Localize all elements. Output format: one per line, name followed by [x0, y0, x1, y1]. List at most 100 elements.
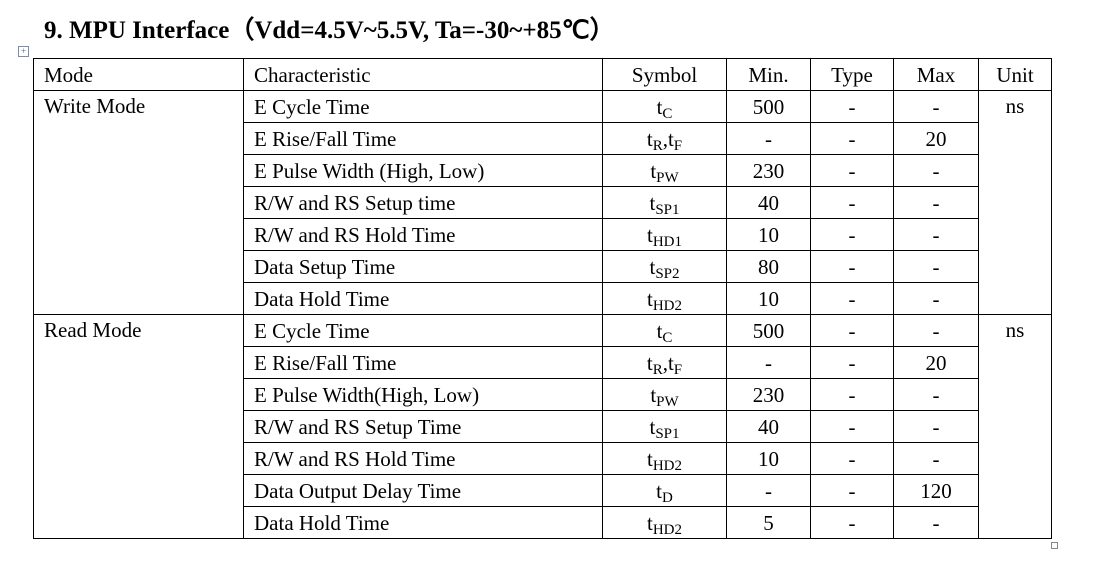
data-row: E Rise/Fall Time tR,tF - -20: [34, 346, 1052, 379]
symbol-part: PW: [656, 169, 679, 186]
type-cell: -: [810, 154, 894, 187]
type-cell: -: [810, 282, 894, 315]
symbol-cell: tHD2: [602, 282, 727, 315]
type-cell: -: [810, 122, 894, 155]
min-cell: 230: [726, 154, 811, 187]
symbol-part: ,t: [662, 126, 674, 151]
symbol-part: R: [652, 361, 663, 378]
symbol-cell: tHD1: [602, 218, 727, 251]
characteristic-cell: E Cycle Time: [243, 90, 603, 123]
mode-cell: Write Mode: [33, 90, 244, 315]
symbol-part: t: [650, 158, 657, 183]
characteristic-cell: R/W and RS Hold Time: [243, 218, 603, 251]
header-cell: Min.: [726, 58, 811, 91]
symbol-part: HD2: [652, 297, 682, 314]
header-row: Mode Characteristic Symbol Min. Type Max Unit: [33, 58, 1052, 91]
characteristic-cell: E Rise/Fall Time: [243, 122, 603, 155]
symbol-part: t: [646, 350, 653, 375]
data-row: Data Hold Time tHD2 10- -: [34, 282, 1052, 315]
symbol-part: PW: [656, 393, 679, 410]
data-row: Data Hold Time tHD2 5- -: [34, 506, 1052, 539]
symbol-part: F: [673, 361, 683, 378]
data-row: R/W and RS Hold Time tHD2 10- -: [34, 442, 1052, 475]
symbol-part: t: [646, 446, 653, 471]
min-cell: 10: [726, 218, 811, 251]
characteristic-cell: R/W and RS Hold Time: [243, 442, 603, 475]
min-cell: 10: [726, 442, 811, 475]
characteristic-cell: Data Setup Time: [243, 250, 603, 283]
symbol-cell: tSP2: [602, 250, 727, 283]
min-cell: 40: [726, 410, 811, 443]
max-cell: -: [893, 250, 979, 283]
max-cell: 20: [893, 346, 979, 379]
symbol-part: F: [673, 137, 683, 154]
symbol-part: HD2: [652, 521, 682, 538]
characteristic-cell: Data Output Delay Time: [243, 474, 603, 507]
max-cell: -: [893, 186, 979, 219]
type-cell: -: [810, 506, 894, 539]
symbol-part: t: [656, 94, 663, 119]
data-row: R/W and RS Setup time tSP1 40- -: [34, 186, 1052, 219]
min-cell: 80: [726, 250, 811, 283]
characteristic-cell: R/W and RS Setup time: [243, 186, 603, 219]
min-cell: -: [726, 122, 811, 155]
symbol-part: t: [656, 478, 662, 503]
symbol-part: ,t: [662, 350, 674, 375]
symbol-part: t: [646, 222, 653, 247]
type-cell: -: [810, 346, 894, 379]
header-cell: Type: [810, 58, 894, 91]
symbol-part: t: [646, 510, 653, 535]
symbol-cell: tR,tF: [602, 122, 727, 155]
min-cell: 500: [726, 314, 811, 347]
symbol-cell: tPW: [602, 154, 727, 187]
table-move-handle[interactable]: +: [18, 46, 29, 57]
characteristic-cell: R/W and RS Setup Time: [243, 410, 603, 443]
max-cell: -: [893, 154, 979, 187]
data-row: E Pulse Width(High, Low) tPW 230- -: [34, 378, 1052, 411]
data-row: Write Mode E Cycle Time tC 500- - ns: [33, 90, 1052, 315]
type-cell: -: [810, 378, 894, 411]
header-cell: Max: [893, 58, 979, 91]
max-cell: -: [893, 218, 979, 251]
symbol-cell: tSP1: [602, 410, 727, 443]
characteristic-cell: E Cycle Time: [243, 314, 603, 347]
max-cell: -: [893, 282, 979, 315]
data-row: Data Setup Time tSP2 80- -: [34, 250, 1052, 283]
symbol-part: D: [662, 489, 673, 506]
max-cell: 120: [893, 474, 979, 507]
data-row: R/W and RS Setup Time tSP1 40- -: [34, 410, 1052, 443]
symbol-cell: tC: [602, 314, 727, 347]
header-cell: Mode: [33, 58, 244, 91]
type-cell: -: [810, 314, 894, 347]
symbol-part: t: [656, 318, 663, 343]
section-title: 9. MPU Interface（Vdd=4.5V~5.5V, Ta=-30~+…: [44, 17, 615, 44]
symbol-cell: tHD2: [602, 442, 727, 475]
symbol-part: t: [649, 190, 656, 215]
symbol-part: HD1: [652, 233, 682, 250]
symbol-cell: tPW: [602, 378, 727, 411]
symbol-part: t: [649, 254, 656, 279]
characteristic-cell: E Rise/Fall Time: [243, 346, 603, 379]
type-cell: -: [810, 474, 894, 507]
unit-cell: ns: [978, 90, 1052, 315]
type-cell: -: [810, 442, 894, 475]
data-row: Data Output Delay Time tD - -120: [34, 474, 1052, 507]
characteristic-cell: Data Hold Time: [243, 282, 603, 315]
max-cell: -: [893, 442, 979, 475]
symbol-cell: tHD2: [602, 506, 727, 539]
symbol-cell: tD: [602, 474, 727, 507]
characteristic-cell: E Pulse Width (High, Low): [243, 154, 603, 187]
data-row: R/W and RS Hold Time tHD1 10- -: [34, 218, 1052, 251]
table-resize-handle[interactable]: [1051, 542, 1058, 549]
type-cell: -: [810, 186, 894, 219]
unit-cell: ns: [978, 314, 1052, 539]
min-cell: 5: [726, 506, 811, 539]
symbol-part: t: [646, 286, 653, 311]
min-cell: -: [726, 346, 811, 379]
type-cell: -: [810, 250, 894, 283]
symbol-part: t: [649, 414, 656, 439]
header-cell: Unit: [978, 58, 1052, 91]
min-cell: -: [726, 474, 811, 507]
symbol-part: SP1: [655, 201, 680, 218]
